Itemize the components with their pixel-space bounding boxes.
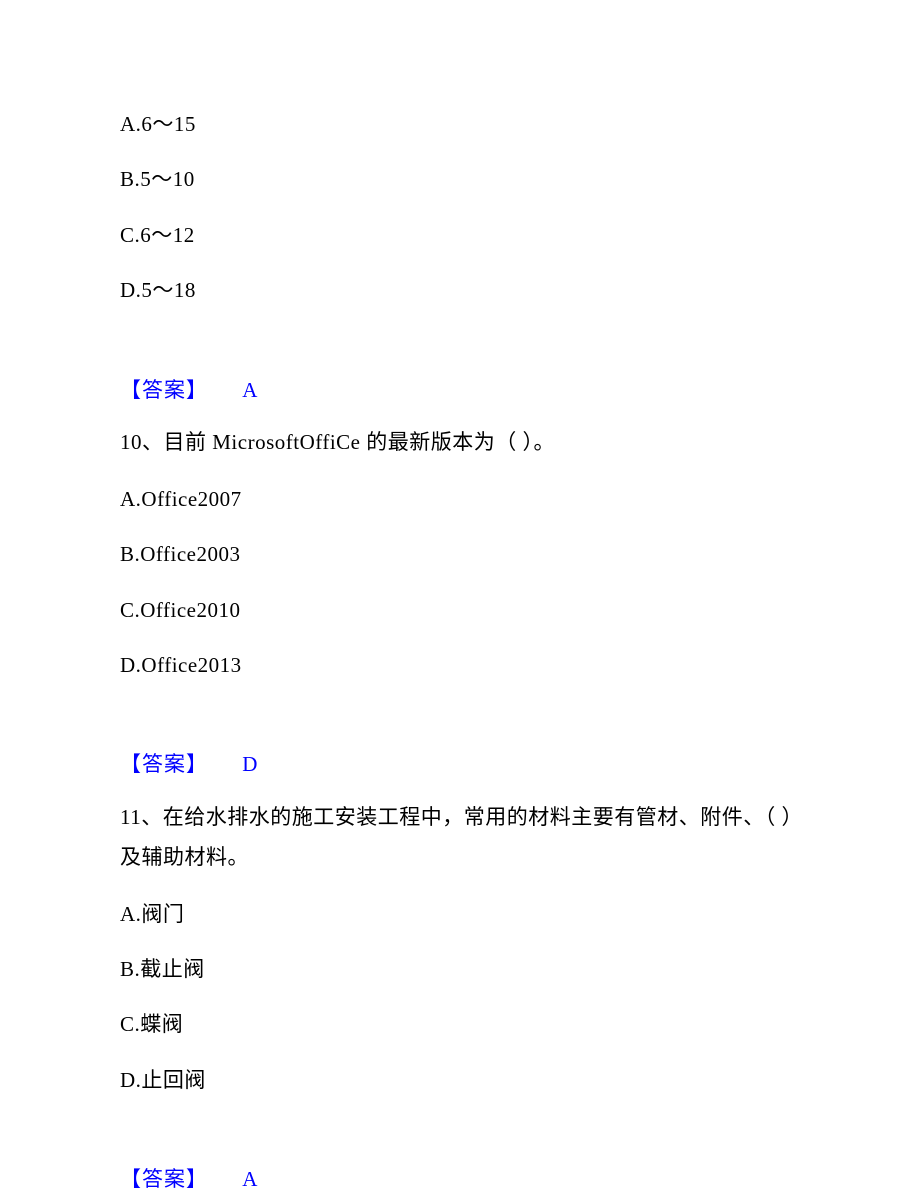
question-10-block: 10、目前 MicrosoftOffiCe 的最新版本为（ ）。 A.Offic… — [120, 423, 805, 780]
q10-answer-letter: D — [242, 752, 258, 776]
q9-answer-label: 【答案】 — [120, 378, 208, 402]
q9-option-d: D.5～18 — [120, 276, 805, 305]
q9-answer: 【答案】 A — [120, 376, 805, 405]
question-11-block: 11、在给水排水的施工安装工程中，常用的材料主要有管材、附件、（ ）及辅助材料。… — [120, 798, 805, 1195]
q9-answer-letter: A — [242, 378, 258, 402]
q9-option-a: A.6～15 — [120, 110, 805, 139]
q9-option-b: B.5～10 — [120, 165, 805, 194]
q11-answer-label: 【答案】 — [120, 1167, 208, 1191]
q11-answer: 【答案】 A — [120, 1165, 805, 1194]
q11-question-text: 11、在给水排水的施工安装工程中，常用的材料主要有管材、附件、（ ）及辅助材料。 — [120, 798, 805, 878]
q11-option-c: C.蝶阀 — [120, 1010, 805, 1039]
q10-answer-label: 【答案】 — [120, 752, 208, 776]
q10-question-text: 10、目前 MicrosoftOffiCe 的最新版本为（ ）。 — [120, 423, 805, 463]
q11-option-a: A.阀门 — [120, 900, 805, 929]
q10-answer: 【答案】 D — [120, 750, 805, 779]
q10-option-a: A.Office2007 — [120, 485, 805, 514]
q9-option-c: C.6～12 — [120, 221, 805, 250]
q10-option-d: D.Office2013 — [120, 651, 805, 680]
q10-option-b: B.Office2003 — [120, 540, 805, 569]
q11-option-d: D.止回阀 — [120, 1066, 805, 1095]
question-9-block: A.6～15 B.5～10 C.6～12 D.5～18 【答案】 A — [120, 110, 805, 405]
q10-option-c: C.Office2010 — [120, 596, 805, 625]
q11-option-b: B.截止阀 — [120, 955, 805, 984]
q11-answer-letter: A — [242, 1167, 258, 1191]
